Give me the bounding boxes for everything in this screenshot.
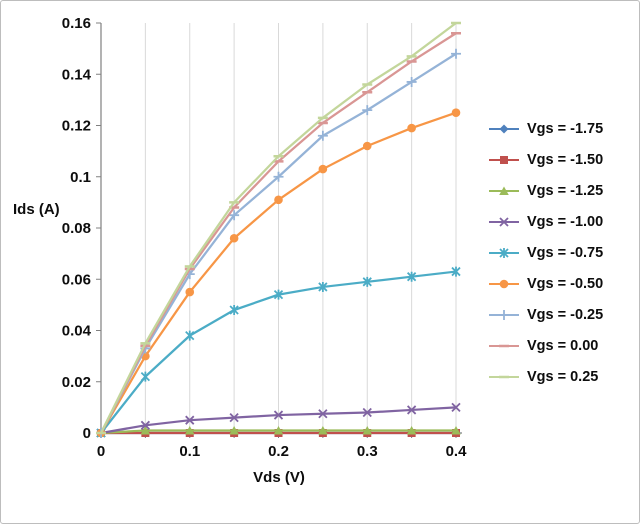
legend: Vgs = -1.75 Vgs = -1.50 Vgs = -1.25 Vgs = -… <box>487 118 603 388</box>
series-marker <box>451 425 461 435</box>
series-marker <box>362 276 372 287</box>
series-marker <box>362 105 373 116</box>
series-marker <box>406 405 417 415</box>
series-marker <box>499 279 509 289</box>
x-tick-label: 0.4 <box>446 443 468 460</box>
y-tick-label: 0.08 <box>62 220 91 237</box>
legend-marker-icon <box>489 279 519 289</box>
series-marker <box>185 415 195 425</box>
legend-item: Vgs = -1.75 <box>487 118 603 140</box>
legend-label: Vgs = -0.50 <box>527 276 604 292</box>
series-marker <box>362 407 372 418</box>
legend-label: Vgs = -1.75 <box>527 121 604 137</box>
series-marker <box>499 186 509 195</box>
series-4 <box>96 266 461 438</box>
legend-marker-icon <box>489 156 519 164</box>
legend-label: Vgs = -1.00 <box>527 214 604 230</box>
x-tick-label: 0.2 <box>268 443 289 460</box>
series-marker <box>229 305 239 315</box>
legend-label: Vgs = 0.00 <box>527 338 599 354</box>
series-marker <box>185 330 195 341</box>
series-marker <box>362 141 372 151</box>
series-marker <box>451 266 461 277</box>
legend-label: Vgs = -1.25 <box>527 183 604 199</box>
legend-marker-icon <box>489 344 519 348</box>
series-8 <box>96 21 461 435</box>
series-marker <box>406 271 417 282</box>
series-marker <box>229 412 239 423</box>
series-marker <box>499 310 509 320</box>
series-marker <box>140 371 151 382</box>
series-marker <box>185 287 195 297</box>
y-tick-label: 0 <box>83 425 91 442</box>
legend-marker-icon <box>489 217 519 227</box>
series-marker <box>273 289 284 300</box>
series-marker <box>406 425 417 435</box>
series-5 <box>96 108 461 438</box>
series-7 <box>96 32 461 435</box>
series-marker <box>229 210 240 221</box>
series-marker <box>273 425 284 435</box>
legend-marker-icon <box>489 186 519 195</box>
legend-item: Vgs = -1.00 <box>487 211 603 233</box>
series-marker <box>451 108 461 117</box>
series-marker <box>184 425 195 435</box>
series-marker <box>451 402 461 413</box>
series-marker <box>229 425 239 435</box>
legend-marker-icon <box>489 248 519 258</box>
y-tick-label: 0.16 <box>62 15 91 32</box>
series-marker <box>318 164 328 174</box>
series-marker <box>229 233 239 243</box>
legend-label: Vgs = -0.25 <box>527 307 604 323</box>
legend-item: Vgs = -1.25 <box>487 180 603 202</box>
series-3 <box>96 402 461 438</box>
series-marker <box>317 130 328 141</box>
legend-label: Vgs = -1.50 <box>527 152 604 168</box>
series-marker <box>318 281 328 292</box>
y-tick-label: 0.14 <box>62 66 92 83</box>
y-tick-label: 0.06 <box>62 271 91 288</box>
y-tick-label: 0.02 <box>62 374 91 391</box>
legend-item: Vgs = -1.50 <box>487 149 603 171</box>
series-marker <box>499 248 509 258</box>
series-marker <box>499 217 509 227</box>
x-tick-label: 0.3 <box>357 443 378 460</box>
series-marker <box>407 123 416 133</box>
series-marker <box>274 195 283 205</box>
x-axis-title: Vds (V) <box>253 469 305 486</box>
x-tick-label: 0 <box>97 443 105 460</box>
legend-item: Vgs = -0.50 <box>487 273 603 295</box>
series-marker <box>318 409 328 419</box>
legend-marker-icon <box>489 124 519 134</box>
series-marker <box>362 425 373 435</box>
series-marker <box>273 171 284 182</box>
legend-label: Vgs = -0.75 <box>527 245 604 261</box>
series-marker <box>273 410 284 420</box>
legend-marker-icon <box>489 375 519 379</box>
series-marker <box>318 425 328 435</box>
series-marker <box>499 124 509 134</box>
legend-item: Vgs = 0.25 <box>487 366 603 388</box>
y-tick-label: 0.04 <box>62 323 92 340</box>
series-marker <box>500 156 508 164</box>
legend-label: Vgs = 0.25 <box>527 369 599 385</box>
series-marker <box>451 48 461 59</box>
legend-item: Vgs = -0.75 <box>487 242 603 264</box>
series-marker <box>406 76 417 87</box>
y-axis-title: Ids (A) <box>13 201 60 218</box>
series-marker <box>140 420 151 430</box>
y-tick-label: 0.12 <box>62 118 91 135</box>
legend-marker-icon <box>489 310 519 320</box>
legend-item: Vgs = 0.00 <box>487 335 603 357</box>
y-tick-label: 0.1 <box>70 169 91 186</box>
series-marker <box>140 425 151 435</box>
legend-item: Vgs = -0.25 <box>487 304 603 326</box>
x-tick-label: 0.1 <box>179 443 200 460</box>
